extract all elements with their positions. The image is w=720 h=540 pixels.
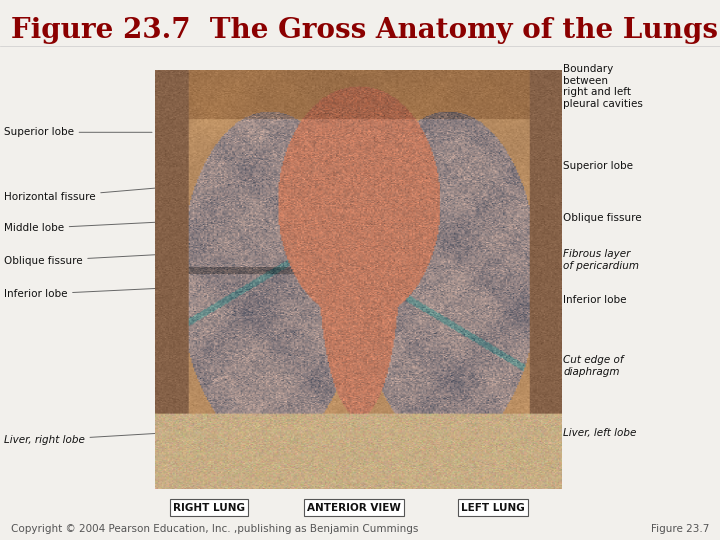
Text: ANTERIOR VIEW: ANTERIOR VIEW [307,503,401,512]
Text: Superior lobe: Superior lobe [477,161,633,171]
Text: Oblique fissure: Oblique fissure [478,213,642,222]
Text: Fibrous layer
of pericardium: Fibrous layer of pericardium [438,249,639,271]
Text: Figure 23.7  The Gross Anatomy of the Lungs: Figure 23.7 The Gross Anatomy of the Lun… [11,17,718,44]
Text: Inferior lobe: Inferior lobe [474,295,626,305]
Text: Cut edge of
diaphragm: Cut edge of diaphragm [453,355,624,377]
Text: Copyright © 2004 Pearson Education, Inc. ,publishing as Benjamin Cummings: Copyright © 2004 Pearson Education, Inc.… [11,523,418,534]
Text: Oblique fissure: Oblique fissure [4,254,170,266]
Text: Superior lobe: Superior lobe [4,127,152,137]
Text: Inferior lobe: Inferior lobe [4,288,166,299]
Text: Boundary
between
right and left
pleural cavities: Boundary between right and left pleural … [361,64,643,109]
Text: RIGHT LUNG: RIGHT LUNG [173,503,245,512]
Text: Liver, right lobe: Liver, right lobe [4,433,159,445]
Text: Figure 23.7: Figure 23.7 [651,523,709,534]
Text: Liver, left lobe: Liver, left lobe [435,428,636,438]
Text: Middle lobe: Middle lobe [4,221,170,233]
Text: Horizontal fissure: Horizontal fissure [4,186,174,202]
Text: LEFT LUNG: LEFT LUNG [462,503,525,512]
